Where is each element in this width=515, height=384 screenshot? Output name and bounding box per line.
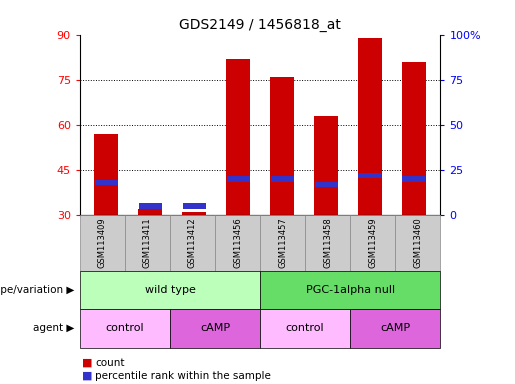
Text: wild type: wild type — [145, 285, 195, 295]
Text: PGC-1alpha null: PGC-1alpha null — [305, 285, 395, 295]
Bar — [94, 134, 118, 215]
Text: GSM113412: GSM113412 — [188, 218, 197, 268]
Bar — [227, 176, 250, 182]
Text: GSM113459: GSM113459 — [368, 218, 377, 268]
Text: cAMP: cAMP — [380, 323, 410, 333]
Text: percentile rank within the sample: percentile rank within the sample — [95, 371, 271, 381]
Text: GSM113457: GSM113457 — [278, 217, 287, 268]
Text: genotype/variation ▶: genotype/variation ▶ — [0, 285, 75, 295]
Text: ■: ■ — [82, 358, 93, 368]
Text: cAMP: cAMP — [200, 323, 230, 333]
Bar — [95, 180, 118, 185]
Bar — [270, 77, 294, 215]
Bar — [358, 173, 382, 178]
Text: GSM113409: GSM113409 — [98, 218, 107, 268]
Bar — [139, 203, 162, 209]
Bar — [358, 38, 382, 215]
Bar — [138, 209, 162, 215]
Bar — [315, 182, 337, 187]
Bar — [402, 62, 426, 215]
Bar — [314, 116, 338, 215]
Text: GSM113456: GSM113456 — [233, 217, 242, 268]
Text: count: count — [95, 358, 125, 368]
Bar — [182, 212, 206, 215]
Text: ■: ■ — [82, 371, 93, 381]
Text: GSM113458: GSM113458 — [323, 217, 332, 268]
Text: GSM113460: GSM113460 — [414, 217, 422, 268]
Text: GSM113411: GSM113411 — [143, 218, 152, 268]
Bar — [226, 59, 250, 215]
Bar — [402, 176, 425, 182]
Text: agent ▶: agent ▶ — [33, 323, 75, 333]
Title: GDS2149 / 1456818_at: GDS2149 / 1456818_at — [179, 18, 341, 32]
Bar — [270, 176, 294, 182]
Bar — [183, 203, 205, 209]
Text: control: control — [106, 323, 144, 333]
Text: control: control — [286, 323, 324, 333]
